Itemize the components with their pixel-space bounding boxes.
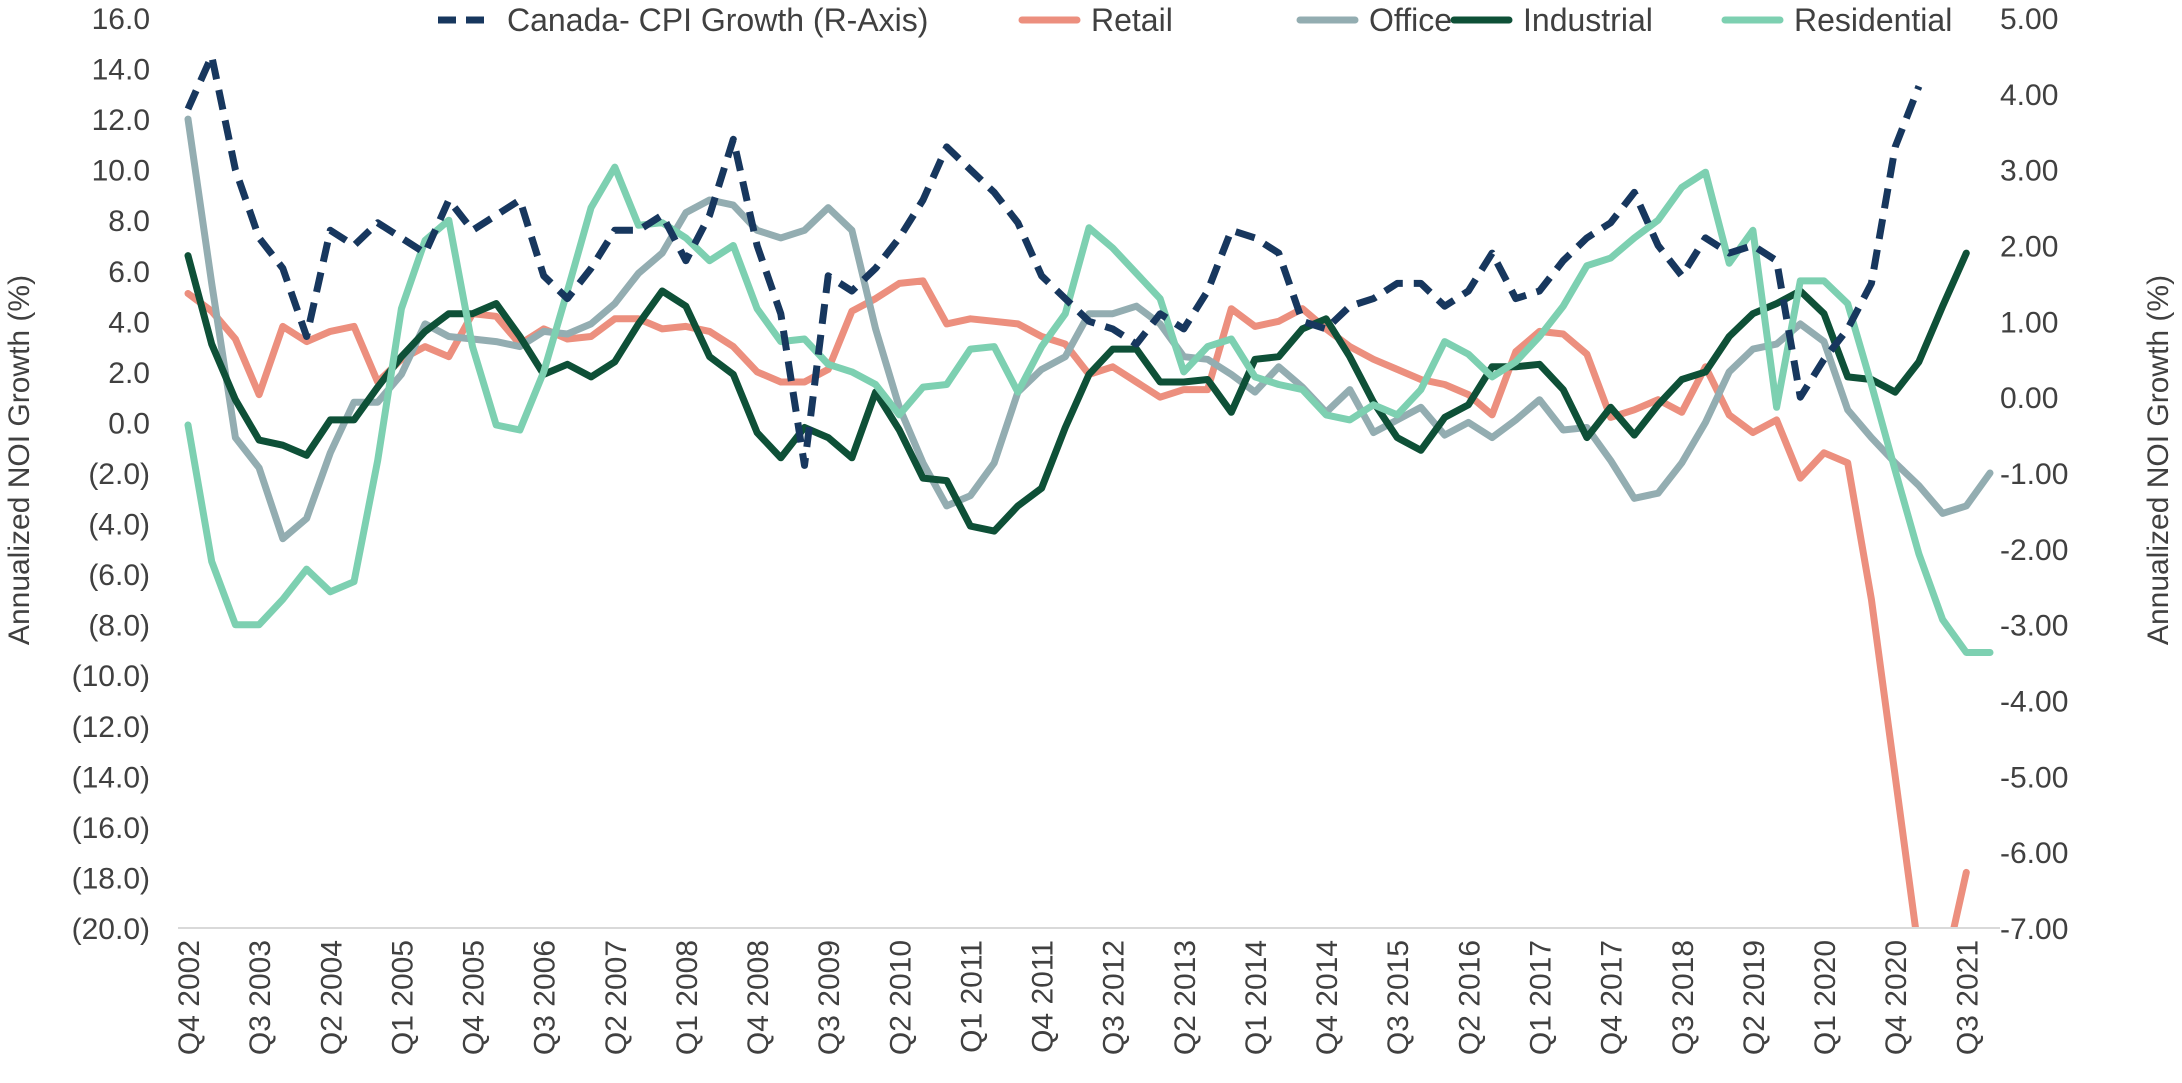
x-tick-label: Q1 2017 [1525,940,1558,1055]
y2-tick-label: -4.00 [2000,686,2068,719]
y2-tick-label: -6.00 [2000,837,2068,870]
x-tick-label: Q4 2002 [173,940,206,1055]
x-tick-label: Q4 2017 [1596,940,1629,1055]
legend-label: Residential [1794,2,1952,38]
left-y-tick-labels: 16.0 14.0 12.0 10.0 8.0 6.0 4.0 2.0 0.0 (2.0) (4.0… [72,3,150,946]
series-line-canada-cpi-growth-r-axis [184,52,1923,469]
x-tick-label: Q4 2014 [1311,940,1344,1055]
x-tick-label: Q4 2008 [742,940,775,1055]
x-tick-label: Q2 2010 [884,940,917,1055]
x-tick-label: Q2 2019 [1738,940,1771,1055]
x-tick-label: Q1 2011 [955,940,988,1053]
x-tick-label: Q3 2021 [1951,940,1984,1055]
y-tick-label: 14.0 [92,54,150,87]
x-tick-label: Q4 2020 [1880,940,1913,1055]
y-tick-label: (20.0) [72,913,150,946]
series-line-retail [184,277,1970,927]
y2-tick-label: -1.00 [2000,458,2068,491]
legend-label: Retail [1091,2,1173,38]
x-tick-label: Q1 2020 [1809,940,1842,1055]
y2-axis-title: Annualized NOI Growth (%) [2142,275,2175,645]
series-layer [184,52,1994,927]
x-tick-label: Q3 2003 [244,940,277,1055]
x-tick-label: Q3 2015 [1382,940,1415,1055]
y-tick-label: (6.0) [88,559,150,592]
x-tick-label: Q3 2018 [1667,940,1700,1055]
x-tick-label: Q1 2014 [1240,940,1273,1055]
y-tick-label: 4.0 [108,306,150,339]
y2-tick-label: 3.00 [2000,155,2058,188]
y-tick-label: (4.0) [88,509,150,542]
y-tick-label: (12.0) [72,711,150,744]
x-tick-label: Q4 2011 [1027,940,1060,1053]
y2-tick-label: 2.00 [2000,231,2058,264]
x-tick-label: Q2 2007 [600,940,633,1055]
x-tick-label: Q3 2006 [529,940,562,1055]
legend: Canada- CPI Growth (R-Axis) Retail Office I… [438,2,1952,38]
y2-tick-label: -5.00 [2000,761,2068,794]
y-tick-label: 8.0 [108,205,150,238]
x-tick-label: Q2 2013 [1169,940,1202,1055]
series-line-residential [184,163,1994,656]
x-tick-label: Q1 2008 [671,940,704,1055]
y-axis-title: Annualized NOI Growth (%) [3,275,36,645]
y-tick-label: 10.0 [92,155,150,188]
x-tick-label: Q3 2012 [1098,940,1131,1055]
y2-tick-label: 1.00 [2000,306,2058,339]
y2-tick-label: -2.00 [2000,534,2068,567]
y-tick-label: 16.0 [92,3,150,36]
y-tick-label: (14.0) [72,761,150,794]
y2-tick-label: -3.00 [2000,610,2068,643]
x-tick-label: Q4 2005 [458,940,491,1055]
x-tick-label: Q3 2009 [813,940,846,1055]
x-tick-label: Q1 2005 [386,940,419,1055]
x-tick-labels: Q4 2002 Q3 2003 Q2 2004 Q1 2005 Q4 2005 Q3 20… [173,940,1984,1055]
y2-tick-label: 0.00 [2000,382,2058,415]
series-line-industrial [184,249,1970,535]
y-tick-label: 2.0 [108,357,150,390]
y-tick-label: (2.0) [88,458,150,491]
legend-label: Canada- CPI Growth (R-Axis) [507,2,928,38]
series-line-office [184,115,1994,543]
y-tick-label: 0.0 [108,407,150,440]
y-tick-label: (8.0) [88,610,150,643]
y-tick-label: (16.0) [72,812,150,845]
x-tick-label: Q2 2016 [1453,940,1486,1055]
y-tick-label: 12.0 [92,104,150,137]
y2-tick-label: 4.00 [2000,79,2058,112]
right-y-tick-labels: 5.00 4.00 3.00 2.00 1.00 0.00 -1.00 -2.00 -3.00 -… [2000,3,2068,946]
y-tick-label: (10.0) [72,660,150,693]
y-tick-label: (18.0) [72,862,150,895]
legend-label: Industrial [1523,2,1653,38]
y-tick-label: 6.0 [108,256,150,289]
legend-label: Office [1369,2,1452,38]
x-tick-label: Q2 2004 [315,940,348,1055]
y2-tick-label: -7.00 [2000,913,2068,946]
y2-tick-label: 5.00 [2000,3,2058,36]
